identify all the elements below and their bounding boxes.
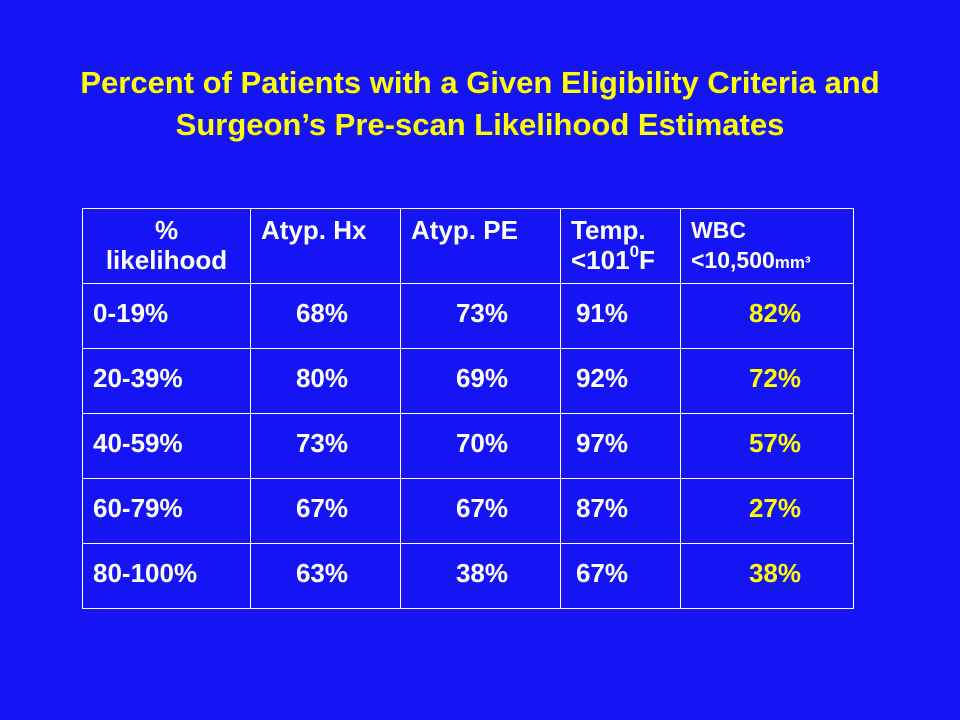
data-table: % likelihood Atyp. Hx Atyp. PE Temp. <1010…: [82, 208, 854, 609]
table-cell: 80-100%: [82, 543, 251, 609]
header-text: likelihood: [105, 245, 228, 275]
header-cell: WBC <10,500mm³: [680, 208, 854, 284]
header-unit: mm³: [774, 253, 811, 272]
table-row: 80-100% 63% 38% 67% 38%: [82, 543, 854, 609]
table-cell: 80%: [250, 348, 401, 414]
header-text: <10,500: [691, 247, 775, 273]
table-cell: 27%: [680, 478, 854, 544]
table-cell: 68%: [250, 283, 401, 349]
table-cell: 87%: [560, 478, 681, 544]
table-row: 20-39% 80% 69% 92% 72%: [82, 348, 854, 414]
header-row: % likelihood Atyp. Hx Atyp. PE Temp. <1010…: [82, 208, 854, 284]
table-cell: 63%: [250, 543, 401, 609]
header-cell: Atyp. PE: [400, 208, 561, 284]
header-superscript: 0: [629, 242, 640, 261]
header-text: WBC: [691, 217, 746, 243]
header-text: Atyp. Hx: [261, 215, 367, 245]
header-text: Temp.: [571, 215, 646, 245]
header-text: <101: [571, 245, 630, 275]
table-cell: 70%: [400, 413, 561, 479]
header-cell: % likelihood: [82, 208, 251, 284]
table-cell: 67%: [560, 543, 681, 609]
header-text: Atyp. PE: [411, 215, 518, 245]
table-cell: 0-19%: [82, 283, 251, 349]
table-row: 40-59% 73% 70% 97% 57%: [82, 413, 854, 479]
table-cell: 40-59%: [82, 413, 251, 479]
table-cell: 69%: [400, 348, 561, 414]
table-cell: 57%: [680, 413, 854, 479]
table-cell: 20-39%: [82, 348, 251, 414]
header-cell: Atyp. Hx: [250, 208, 401, 284]
header-text: F: [639, 245, 655, 275]
table-cell: 67%: [250, 478, 401, 544]
table-cell: 73%: [400, 283, 561, 349]
header-text: %: [154, 215, 179, 245]
header-cell: Temp. <1010F: [560, 208, 681, 284]
table-cell: 92%: [560, 348, 681, 414]
table-cell: 82%: [680, 283, 854, 349]
table-cell: 72%: [680, 348, 854, 414]
table-cell: 97%: [560, 413, 681, 479]
table-cell: 60-79%: [82, 478, 251, 544]
table-cell: 73%: [250, 413, 401, 479]
table-cell: 91%: [560, 283, 681, 349]
table-cell: 67%: [400, 478, 561, 544]
table-row: 60-79% 67% 67% 87% 27%: [82, 478, 854, 544]
table-cell: 38%: [400, 543, 561, 609]
table-cell: 38%: [680, 543, 854, 609]
slide-title: Percent of Patients with a Given Eligibi…: [80, 65, 880, 142]
table-row: 0-19% 68% 73% 91% 82%: [82, 283, 854, 349]
